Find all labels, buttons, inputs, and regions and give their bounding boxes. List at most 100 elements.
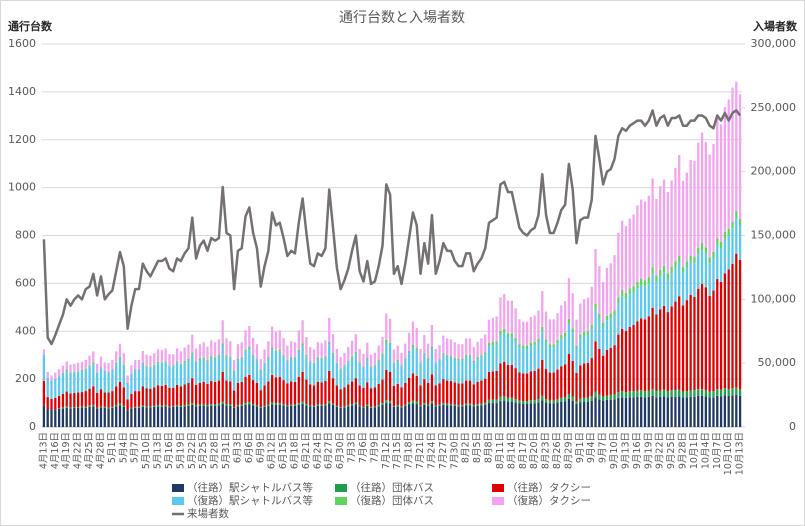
bar-segment xyxy=(156,349,160,362)
bar-segment xyxy=(446,403,449,406)
bar-segment xyxy=(556,343,559,370)
bar-segment xyxy=(134,406,137,408)
bar-segment xyxy=(252,380,255,405)
bar-segment xyxy=(605,399,609,427)
bar-segment xyxy=(61,365,65,373)
bar-segment xyxy=(666,397,669,427)
bar-segment xyxy=(541,359,544,396)
bar-segment xyxy=(632,214,635,287)
bar-segment xyxy=(666,273,669,280)
bar-segment xyxy=(172,387,175,406)
bar-segment xyxy=(286,360,289,362)
bar-segment xyxy=(438,360,441,384)
bar-segment xyxy=(57,395,61,409)
bar-segment xyxy=(480,403,483,406)
bar-segment xyxy=(487,403,491,427)
bar-segment xyxy=(411,344,415,348)
bar-segment xyxy=(396,345,399,360)
bar-segment xyxy=(693,160,696,257)
bar-segment xyxy=(628,326,631,392)
bar-segment xyxy=(320,358,323,360)
bar-segment xyxy=(590,400,593,427)
bar-segment xyxy=(575,345,578,349)
bar-segment xyxy=(305,379,308,405)
bar-segment xyxy=(385,400,388,404)
x-tick-label: 9月4日 xyxy=(586,432,597,463)
x-tick-label: 6月6日 xyxy=(244,432,255,463)
bar-segment xyxy=(541,291,544,327)
bar-segment xyxy=(88,355,91,366)
bar-segment xyxy=(141,350,144,363)
bar-segment xyxy=(594,341,597,392)
bar-segment xyxy=(594,391,597,398)
bar-segment xyxy=(217,380,221,404)
bar-segment xyxy=(320,404,323,406)
bar-segment xyxy=(377,406,380,427)
bar-segment xyxy=(613,399,616,427)
bar-segment xyxy=(331,378,335,404)
bar-segment xyxy=(609,348,612,395)
bar-segment xyxy=(731,221,734,229)
bar-segment xyxy=(495,399,498,404)
bar-segment xyxy=(54,378,57,398)
legend-label: 来場者数 xyxy=(187,507,229,520)
bar-segment xyxy=(107,362,110,372)
bar-segment xyxy=(61,408,65,427)
bar-segment xyxy=(651,307,654,390)
bar-segment xyxy=(80,392,84,407)
bar-segment xyxy=(388,342,392,346)
bar-segment xyxy=(134,391,137,407)
bar-segment xyxy=(681,391,685,398)
x-tick-label: 7月30日 xyxy=(449,432,460,469)
bar-segment xyxy=(609,318,612,349)
bar-segment xyxy=(46,371,49,378)
bar-segment xyxy=(111,359,114,370)
x-tick-label: 5月28日 xyxy=(210,432,221,469)
bar-segment xyxy=(69,408,72,427)
bar-segment xyxy=(693,256,696,264)
bar-segment xyxy=(681,272,685,306)
bar-segment xyxy=(153,406,156,427)
y-axis-title: 通行台数 xyxy=(8,19,53,33)
bar-segment xyxy=(499,330,502,336)
bar-segment xyxy=(210,405,213,427)
bar-segment xyxy=(487,342,491,347)
bar-segment xyxy=(92,386,95,405)
bar-segment xyxy=(434,348,437,363)
bar-segment xyxy=(290,404,293,406)
bar-segment xyxy=(244,403,247,405)
bar-segment xyxy=(168,365,171,367)
bar-segment xyxy=(179,351,182,364)
bar-segment xyxy=(723,273,727,389)
bar-segment xyxy=(537,402,540,427)
bar-segment xyxy=(670,390,673,397)
y-tick-label: 600 xyxy=(15,276,36,289)
bar-segment xyxy=(65,361,68,370)
legend-swatch xyxy=(492,497,504,505)
bar-segment xyxy=(267,357,270,359)
y-tick-label: 0 xyxy=(29,420,36,433)
bar-segment xyxy=(263,385,266,406)
bar-segment xyxy=(468,355,472,358)
bar-segment xyxy=(202,359,205,382)
bar-segment xyxy=(484,378,487,403)
bar-segment xyxy=(88,388,91,406)
bar-segment xyxy=(96,393,99,408)
bar-segment xyxy=(704,142,707,248)
bar-segment xyxy=(316,405,319,427)
bar-segment xyxy=(236,404,240,407)
bar-segment xyxy=(434,363,437,386)
bar-segment xyxy=(369,354,373,367)
bar-segment xyxy=(328,341,331,345)
bar-segment xyxy=(297,404,300,427)
bar-segment xyxy=(419,406,422,427)
bar-segment xyxy=(727,99,730,229)
bar-segment xyxy=(263,363,266,386)
bar-segment xyxy=(708,257,711,264)
bar-segment xyxy=(274,377,278,404)
bar-segment xyxy=(179,363,182,365)
bar-segment xyxy=(73,363,76,372)
bar-segment xyxy=(134,369,137,371)
bar-segment xyxy=(643,391,647,398)
bar-segment xyxy=(537,399,540,403)
